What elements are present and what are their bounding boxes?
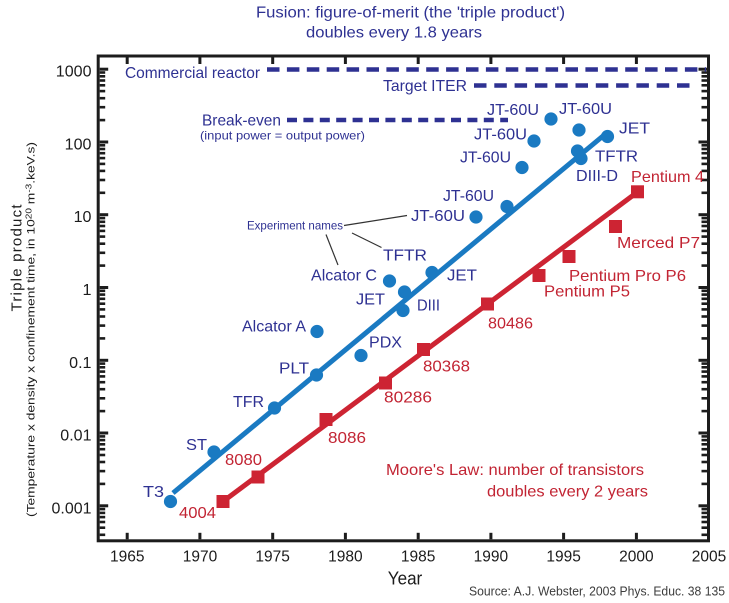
- svg-text:Target ITER: Target ITER: [383, 78, 467, 95]
- svg-text:TFTR: TFTR: [595, 149, 638, 166]
- svg-text:JT-60U: JT-60U: [411, 208, 465, 225]
- svg-text:1970: 1970: [183, 549, 218, 566]
- svg-text:Fusion: figure-of-merit (the ': Fusion: figure-of-merit (the 'triple pro…: [256, 5, 565, 22]
- svg-text:Experiment names: Experiment names: [247, 219, 343, 233]
- svg-text:8080: 8080: [225, 452, 262, 469]
- svg-text:1980: 1980: [328, 549, 363, 566]
- svg-text:1: 1: [83, 282, 92, 299]
- svg-text:PDX: PDX: [369, 335, 402, 352]
- svg-text:DIII: DIII: [417, 298, 440, 315]
- svg-text:TFR: TFR: [233, 394, 264, 411]
- svg-text:Triple product: Triple product: [9, 204, 26, 312]
- svg-text:1985: 1985: [401, 549, 436, 566]
- svg-text:Alcator A: Alcator A: [242, 319, 306, 336]
- svg-text:80368: 80368: [423, 359, 470, 376]
- svg-text:JET: JET: [619, 121, 650, 138]
- svg-text:2005: 2005: [692, 549, 727, 566]
- svg-text:T3: T3: [143, 484, 164, 501]
- svg-text:JET: JET: [356, 292, 385, 309]
- svg-text:Pentium P5: Pentium P5: [544, 284, 630, 301]
- svg-text:Year: Year: [388, 569, 423, 589]
- svg-text:PLT: PLT: [279, 361, 309, 378]
- svg-text:0.01: 0.01: [60, 428, 91, 445]
- svg-text:Pentium Pro P6: Pentium Pro P6: [569, 268, 686, 285]
- svg-text:ST: ST: [186, 437, 207, 454]
- svg-text:1975: 1975: [255, 549, 290, 566]
- svg-text:0.1: 0.1: [69, 355, 91, 372]
- svg-text:TFTR: TFTR: [383, 248, 427, 265]
- svg-text:JET: JET: [447, 268, 477, 285]
- svg-text:JT-60U: JT-60U: [487, 102, 539, 119]
- svg-text:0.001: 0.001: [52, 500, 92, 517]
- svg-text:Merced P7: Merced P7: [617, 235, 700, 252]
- svg-text:doubles every 2 years: doubles every 2 years: [487, 484, 648, 501]
- svg-text:doubles every 1.8 years: doubles every 1.8 years: [306, 25, 482, 42]
- svg-text:(Temperature x density x confi: (Temperature x density x confinement tim…: [25, 142, 38, 517]
- svg-text:2000: 2000: [619, 549, 654, 566]
- svg-text:4004: 4004: [179, 505, 216, 522]
- svg-text:80286: 80286: [384, 390, 432, 407]
- svg-text:JT-60U: JT-60U: [443, 188, 494, 205]
- svg-text:Pentium 4: Pentium 4: [631, 169, 704, 186]
- svg-text:JT-60U: JT-60U: [460, 150, 511, 167]
- svg-text:80486: 80486: [488, 316, 533, 333]
- svg-text:1000: 1000: [56, 64, 92, 81]
- svg-text:JT-60U: JT-60U: [474, 127, 527, 144]
- svg-text:1995: 1995: [546, 549, 581, 566]
- svg-text:1965: 1965: [110, 549, 145, 566]
- svg-text:Alcator C: Alcator C: [311, 268, 377, 285]
- svg-text:Commercial reactor: Commercial reactor: [125, 65, 261, 82]
- svg-text:JT-60U: JT-60U: [559, 101, 612, 118]
- svg-text:(input power = output power): (input power = output power): [200, 129, 365, 143]
- svg-text:Moore's Law: number of transis: Moore's Law: number of transistors: [386, 462, 644, 479]
- svg-text:8086: 8086: [328, 430, 366, 447]
- svg-text:Break-even: Break-even: [202, 113, 281, 130]
- svg-text:100: 100: [65, 136, 92, 153]
- svg-text:10: 10: [74, 209, 92, 226]
- svg-text:Source: A.J. Webster, 2003 Phy: Source: A.J. Webster, 2003 Phys. Educ. 3…: [469, 584, 725, 599]
- svg-text:DIII-D: DIII-D: [576, 168, 618, 185]
- svg-text:1990: 1990: [474, 549, 509, 566]
